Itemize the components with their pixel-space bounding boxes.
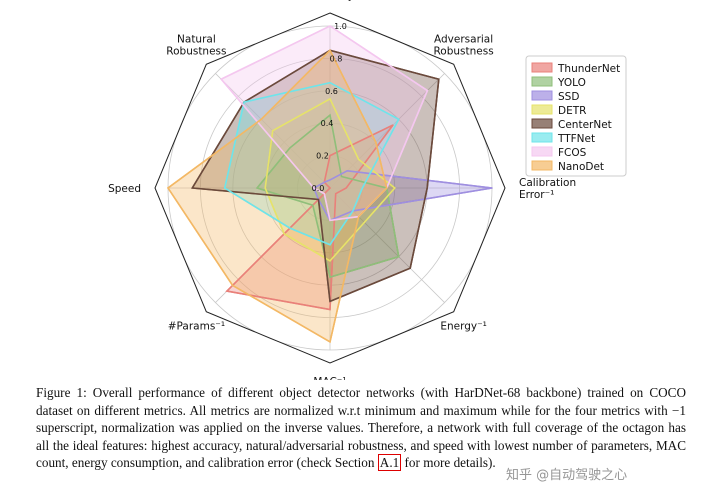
grid-spoke [329, 73, 445, 189]
legend-entry-thundernet: ThunderNet [557, 63, 620, 75]
series-fcos-outline [219, 25, 429, 222]
watermark: 知乎 @自动驾驶之心 [506, 468, 628, 483]
tick-label: 1.0 [334, 22, 347, 31]
axis-label: MAC⁻¹ [313, 376, 346, 380]
caption-text-end: for more details). [401, 455, 496, 470]
legend-swatch-ttfnet [531, 132, 553, 143]
legend-entry-nanodet: NanoDet [558, 161, 604, 173]
series-centernet-outline [190, 49, 440, 303]
grid-spoke [329, 187, 445, 303]
legend-entry-centernet: CenterNet [558, 119, 612, 131]
caption-label: Figure 1: [36, 385, 87, 400]
series-ttfnet-outline [223, 81, 400, 246]
legend-entry-fcos: FCOS [558, 147, 587, 159]
legend-swatch-thundernet [531, 62, 553, 73]
tick-label: 0.8 [330, 54, 343, 63]
legend-swatch-nanodet [531, 160, 553, 171]
tick-label: 0.6 [325, 87, 338, 96]
legend-swatch-centernet [531, 118, 553, 129]
axis-label: #Params⁻¹ [168, 321, 225, 333]
legend-swatch-fcos [531, 146, 553, 157]
tick-label: 0.4 [321, 119, 334, 128]
axis-label: Energy⁻¹ [440, 321, 487, 333]
legend-entry-detr: DETR [558, 105, 586, 117]
axis-label: Speed [108, 183, 141, 195]
legend-swatch-ssd [531, 90, 553, 101]
figure-caption: Figure 1: Overall performance of differe… [36, 384, 686, 472]
caption-text: Overall performance of different object … [36, 385, 686, 470]
radar-chart: 0.0 0.2 0.4 0.6 0.8 1.0 Accuracy AdversarialRo… [108, 0, 627, 380]
tick-label: 0.2 [316, 152, 329, 161]
axis-label: Accuracy [306, 0, 354, 2]
legend-entry-yolo: YOLO [557, 77, 586, 89]
tick-label: 0.0 [312, 184, 325, 193]
legend-entry-ttfnet: TTFNet [557, 133, 595, 145]
section-reference-link[interactable]: A.1 [377, 454, 402, 471]
radar-figure: 0.0 0.2 0.4 0.6 0.8 1.0 Accuracy AdversarialRo… [108, 0, 627, 380]
axis-label: Calibration Error⁻¹ [519, 177, 576, 201]
legend-swatch-detr [531, 104, 553, 115]
axis-label: Natural Robustness [166, 33, 226, 57]
series-detr-outline [264, 97, 396, 262]
octagon-frame [154, 12, 506, 364]
legend-swatch-yolo [531, 76, 553, 87]
series-nanodet-outline [166, 48, 388, 344]
legend-entry-ssd: SSD [558, 91, 579, 103]
series-yolo-outline [255, 113, 400, 279]
axis-label: Adversarial Robustness [433, 33, 493, 57]
